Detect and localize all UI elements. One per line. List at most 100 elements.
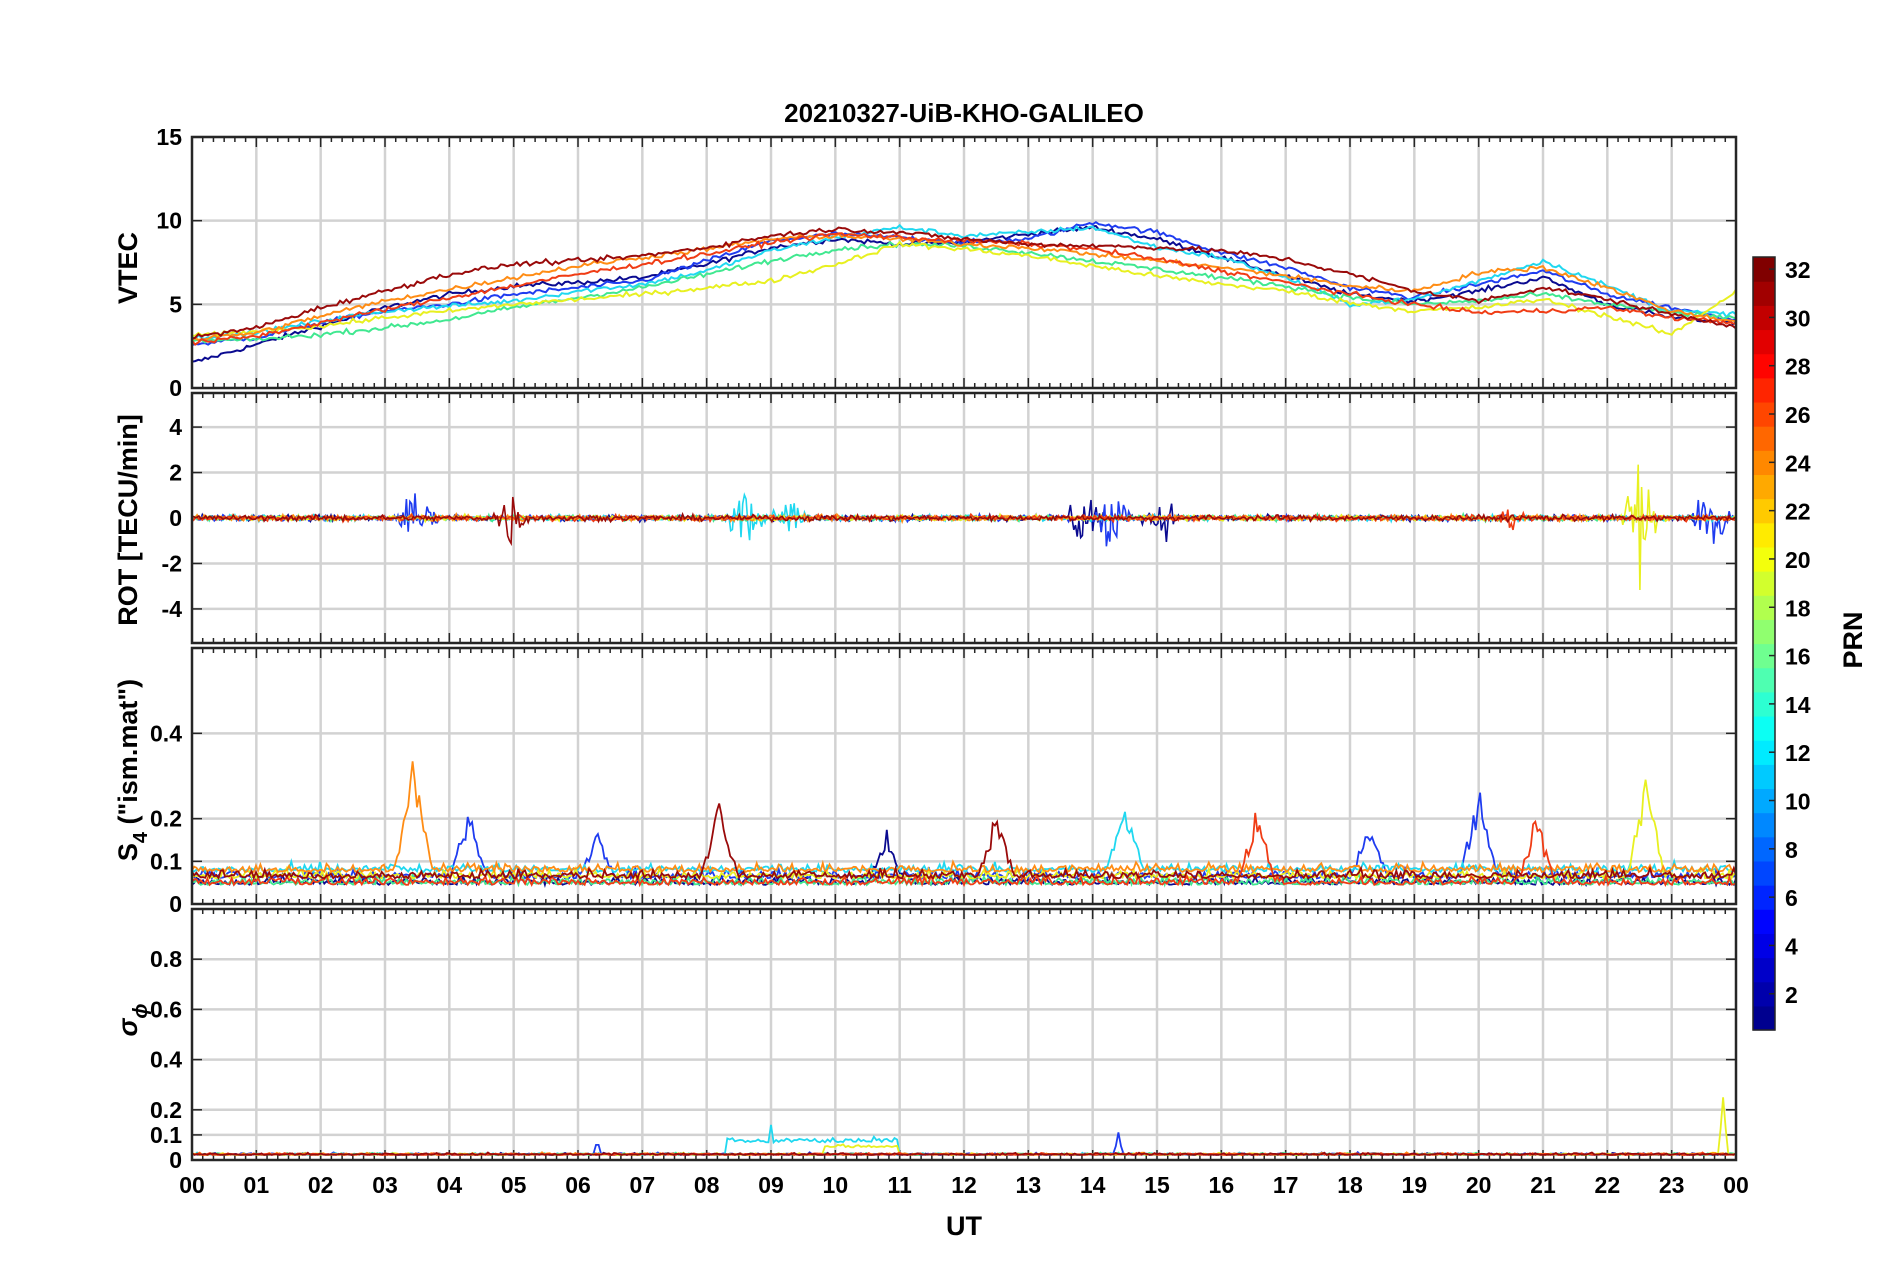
x-tick-label: 00 (179, 1172, 205, 1198)
x-tick-label: 07 (630, 1172, 656, 1198)
y-tick-label: 5 (169, 291, 182, 317)
colorbar-segment (1753, 715, 1775, 741)
x-tick-label: 11 (888, 1172, 913, 1198)
colorbar-tick-label: 16 (1785, 644, 1811, 670)
rot-series-line (191, 496, 1737, 547)
x-tick-label: 05 (501, 1172, 527, 1198)
vtec-series-line (191, 226, 1737, 340)
x-axis: 00 01 02 03 04 05 06 07 08 09 10 11 12 13 14 15 16 17 18 19… (179, 1172, 1749, 1198)
y-tick-label: 10 (156, 208, 182, 234)
y-tick-label: 0 (169, 1147, 182, 1173)
x-tick-label: 13 (1016, 1172, 1042, 1198)
x-tick-label: 17 (1273, 1172, 1299, 1198)
colorbar-tick-label: 14 (1785, 692, 1811, 718)
y-tick-label: 0.1 (150, 848, 182, 874)
rot-panel: -4 -2 0 2 4 (162, 391, 1738, 645)
colorbar-tick-label: 12 (1785, 740, 1811, 766)
colorbar-segment (1753, 981, 1775, 1007)
panel-frame (190, 907, 1738, 1162)
colorbar-segment (1753, 329, 1775, 355)
colorbar-segment (1753, 812, 1775, 838)
x-tick-label: 14 (1080, 1172, 1106, 1198)
y-tick-label: 0.2 (150, 1097, 182, 1123)
colorbar-segment (1753, 257, 1775, 282)
s4-series-line (191, 761, 1737, 875)
colorbar-tick-label: 26 (1785, 402, 1811, 428)
panel-frame (190, 135, 1738, 390)
colorbar-tick-label: 10 (1785, 789, 1811, 815)
s4-panel: 0 0.1 0.2 0.4 (150, 646, 1738, 917)
y-tick-label: 2 (169, 460, 182, 486)
colorbar-tick-label: 4 (1785, 933, 1798, 959)
panel-frame (190, 391, 1738, 645)
s4-y-label: S4 ("ism.mat") (113, 679, 152, 861)
colorbar-segment (1753, 643, 1775, 669)
colorbar-segment (1753, 474, 1775, 500)
colorbar-segment (1753, 546, 1775, 572)
sigma-phi-series-line (191, 1151, 1737, 1157)
x-tick-label: 21 (1530, 1172, 1556, 1198)
x-tick-label: 22 (1595, 1172, 1621, 1198)
colorbar-segment (1753, 305, 1775, 331)
y-tick-label: 0 (169, 505, 182, 531)
vtec-series-line (191, 240, 1737, 344)
colorbar-segment (1753, 522, 1775, 548)
colorbar-segment (1753, 860, 1775, 886)
colorbar-segment (1753, 788, 1775, 814)
x-tick-label: 10 (823, 1172, 849, 1198)
x-tick-label: 06 (565, 1172, 591, 1198)
y-tick-label: 0.1 (150, 1122, 182, 1148)
colorbar-segment (1753, 957, 1775, 983)
colorbar-tick-label: 30 (1785, 305, 1811, 331)
s4-series-line (191, 812, 1737, 888)
colorbar-segment (1753, 426, 1775, 451)
colorbar-tick-label: 32 (1785, 257, 1811, 283)
y-tick-label: 0.4 (150, 720, 182, 746)
y-tick-label: 0.8 (150, 946, 182, 972)
colorbar-segment (1753, 498, 1775, 524)
colorbar-segment (1753, 281, 1775, 306)
s4-label-rest: ("ism.mat") (113, 679, 143, 832)
x-tick-label: 16 (1209, 1172, 1235, 1198)
colorbar-segment (1753, 909, 1775, 934)
x-tick-label: 08 (694, 1172, 720, 1198)
colorbar-tick-label: 6 (1785, 885, 1798, 911)
y-tick-label: 0.2 (150, 806, 182, 832)
colorbar-tick-label: 2 (1785, 982, 1798, 1008)
colorbar-tick-label: 18 (1785, 595, 1811, 621)
rot-series-line (191, 509, 1737, 531)
x-tick-label: 04 (437, 1172, 463, 1198)
s4-label-main: S (113, 843, 143, 861)
colorbar-segment (1753, 595, 1775, 620)
y-tick-label: 0.6 (150, 996, 182, 1022)
y-tick-label: 0 (169, 375, 182, 401)
colorbar-segment (1753, 740, 1775, 765)
y-tick-label: 4 (169, 414, 182, 440)
vtec-series-line (191, 232, 1737, 346)
s4-label-sub: 4 (130, 831, 152, 843)
vtec-series-line (191, 240, 1737, 338)
colorbar-segment (1753, 401, 1775, 427)
rot-y-label: ROT [TECU/min] (113, 414, 143, 625)
sigma-label-sub: ϕ (130, 1003, 152, 1018)
colorbar-segment (1753, 571, 1775, 596)
colorbar-frame (1752, 256, 1776, 1031)
y-tick-label: -2 (162, 550, 182, 576)
colorbar-tick-label: 22 (1785, 499, 1811, 525)
vtec-y-label: VTEC (113, 232, 143, 304)
y-tick-label: 0.4 (150, 1047, 182, 1073)
x-axis-label: UT (946, 1211, 982, 1241)
colorbar-segment (1753, 764, 1775, 790)
x-tick-label: 09 (758, 1172, 784, 1198)
vtec-series-line (191, 232, 1737, 341)
sigma-phi-y-label: σϕ (113, 1003, 152, 1036)
s4-series-line (191, 803, 1737, 881)
panel-frame (190, 646, 1738, 906)
x-tick-label: 01 (244, 1172, 270, 1198)
colorbar-segment (1753, 667, 1775, 693)
x-tick-label: 02 (308, 1172, 334, 1198)
sigma-label-main: σ (113, 1018, 143, 1037)
x-tick-label: 03 (372, 1172, 398, 1198)
